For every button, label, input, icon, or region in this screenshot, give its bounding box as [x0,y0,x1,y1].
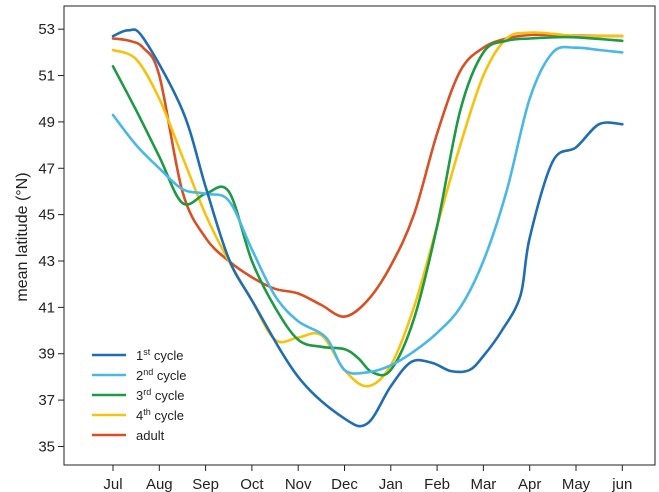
legend-label-base: adult [136,428,165,443]
y-tick-label: 47 [38,160,55,177]
series-line-5 [111,33,624,318]
y-tick-label: 41 [38,299,55,316]
x-tick-label: Dec [331,476,358,492]
series-line-3 [111,35,624,377]
y-tick-label: 53 [38,21,55,38]
legend-label-base: 4 [136,408,143,423]
legend-label-suffix: cycle [151,388,184,403]
legend-label-superscript: rd [143,387,151,397]
y-tick-label: 49 [38,114,55,131]
x-tick-label: Nov [285,476,312,492]
y-axis-title: mean latitude (°N) [14,172,31,301]
legend-label-superscript: th [143,407,151,417]
legend-label-superscript: nd [143,367,153,377]
legend-label-suffix: cycle [151,408,184,423]
x-tick-label: Jan [379,476,403,492]
y-tick-label: 43 [38,253,55,270]
legend-label-suffix: cycle [153,368,186,383]
legend-label-3: 3rd cycle [136,387,184,403]
x-tick-label: Aug [146,476,173,492]
x-tick-label: Sep [192,476,219,492]
x-tick-label: May [562,476,591,492]
legend-label-suffix: cycle [150,348,183,363]
legend-label-5: adult [136,428,165,443]
x-tick-label: Oct [240,476,264,492]
y-tick-label: 37 [38,392,55,409]
series-line-1 [111,28,624,428]
y-tick-label: 35 [38,438,55,455]
y-tick-label: 51 [38,68,55,85]
x-tick-label: Jul [103,476,122,492]
legend-label-2: 2nd cycle [136,367,186,383]
legend-label-base: 2 [136,368,143,383]
series-group [111,28,624,428]
x-ticks: Jul Aug Sep Oct Nov Dec Jan Feb Mar Apr May jun [103,465,632,492]
series-line-4 [111,31,624,388]
legend-label-superscript: st [143,347,151,357]
plot-frame [63,5,656,466]
x-tick-label: Apr [518,476,541,492]
y-ticks: 35 37 39 41 43 45 47 49 51 53 [38,21,64,455]
x-tick-label: Feb [424,476,450,492]
legend-label-base: 3 [136,388,143,403]
series-line-2 [111,45,624,375]
legend-label-4: 4th cycle [136,407,184,423]
y-tick-label: 45 [38,207,55,224]
y-tick-label: 39 [38,346,55,363]
x-tick-label: Mar [470,476,496,492]
legend-label-1: 1st cycle [136,347,183,363]
x-tick-label: jun [611,476,632,492]
legend-label-base: 1 [136,348,143,363]
